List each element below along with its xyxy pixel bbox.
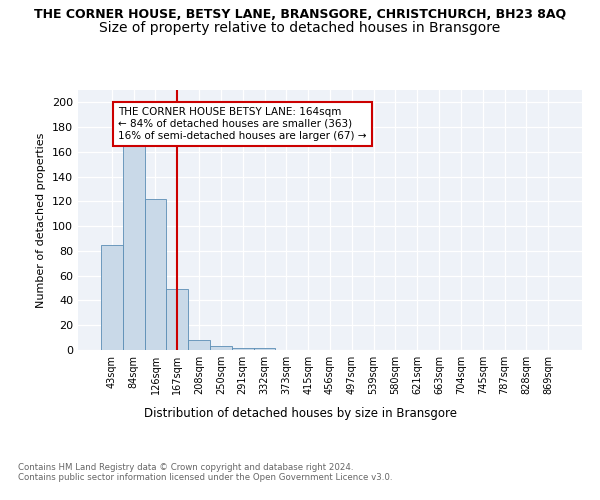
- Bar: [232, 348, 254, 350]
- Text: Size of property relative to detached houses in Bransgore: Size of property relative to detached ho…: [100, 21, 500, 35]
- Text: Contains HM Land Registry data © Crown copyright and database right 2024.
Contai: Contains HM Land Registry data © Crown c…: [18, 462, 392, 482]
- Bar: [123, 143, 145, 350]
- Text: THE CORNER HOUSE BETSY LANE: 164sqm
← 84% of detached houses are smaller (363)
1: THE CORNER HOUSE BETSY LANE: 164sqm ← 84…: [118, 108, 367, 140]
- Bar: [210, 346, 232, 350]
- Bar: [254, 348, 275, 350]
- Y-axis label: Number of detached properties: Number of detached properties: [37, 132, 46, 308]
- Bar: [188, 340, 210, 350]
- Bar: [145, 199, 166, 350]
- Text: THE CORNER HOUSE, BETSY LANE, BRANSGORE, CHRISTCHURCH, BH23 8AQ: THE CORNER HOUSE, BETSY LANE, BRANSGORE,…: [34, 8, 566, 20]
- Bar: [101, 245, 123, 350]
- Text: Distribution of detached houses by size in Bransgore: Distribution of detached houses by size …: [143, 408, 457, 420]
- Bar: [166, 290, 188, 350]
